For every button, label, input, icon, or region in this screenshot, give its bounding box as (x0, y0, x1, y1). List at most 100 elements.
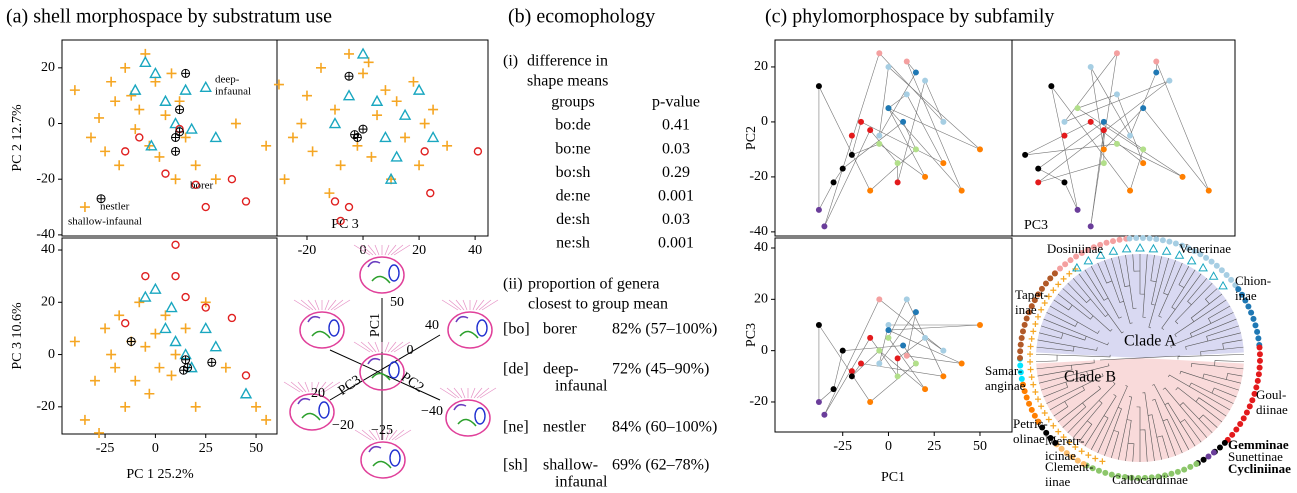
diagram-label: −25 (371, 423, 393, 438)
table-text: infaunal (555, 378, 608, 395)
tree-branch (1139, 254, 1145, 295)
tip-marker (1032, 388, 1039, 395)
x-tick-label: 25 (199, 441, 213, 456)
y-tick-label: -40 (749, 224, 768, 239)
point (976, 146, 983, 153)
tip-marker (1045, 293, 1052, 300)
point (821, 411, 828, 418)
point (330, 197, 340, 206)
point (1153, 58, 1160, 65)
point (100, 323, 111, 334)
point (848, 151, 855, 158)
shell-outline (441, 299, 499, 349)
tip-marker (1041, 300, 1048, 306)
plot-frame (61, 237, 278, 435)
point (815, 321, 822, 328)
shell-fan (390, 341, 404, 353)
point (106, 349, 117, 360)
tree-branch (888, 329, 962, 364)
tip-dot (1208, 258, 1215, 265)
point (940, 347, 947, 354)
tip-marker (1066, 270, 1073, 277)
tip-dot (1108, 471, 1115, 478)
point (885, 63, 892, 70)
y-axis-label: PC 3 10.6% (10, 302, 25, 370)
tip-dot (1021, 388, 1028, 395)
tree-branch (1103, 121, 1144, 150)
y-axis-label: PC 2 12.7% (10, 104, 25, 172)
tree-branch (833, 350, 844, 390)
tip-marker (1066, 439, 1073, 446)
point (144, 388, 155, 399)
tip-marker (1035, 313, 1042, 320)
point (876, 132, 883, 139)
shell-outline (293, 299, 351, 349)
point (426, 188, 435, 198)
tree-branch (1038, 121, 1104, 169)
shell-fan (360, 244, 374, 256)
tree-branch (1037, 339, 1098, 351)
tip-dot (1153, 236, 1160, 243)
point (180, 132, 191, 143)
point (69, 85, 80, 96)
y-axis-label: PC3 (744, 323, 759, 347)
point (154, 362, 165, 373)
tree-branch (1175, 387, 1223, 423)
y-tick-label: 0 (48, 116, 55, 131)
tip-marker (1072, 443, 1079, 450)
tree-branch (1078, 273, 1124, 334)
tree-branch (1187, 278, 1208, 305)
point (190, 160, 201, 171)
annotation: nestler (100, 201, 130, 213)
tip-marker (1050, 287, 1057, 294)
point (426, 131, 440, 143)
shell-fan (481, 299, 499, 311)
tree-branch (1053, 401, 1069, 417)
tip-marker (1072, 262, 1082, 272)
annotation: deep- (215, 74, 240, 86)
tip-dot (1166, 238, 1173, 245)
point (858, 360, 865, 367)
tree-branch (1090, 66, 1105, 150)
panel-title: (a) shell morphospace by substratum use (6, 6, 332, 28)
tree-branch (1046, 373, 1104, 404)
tip-marker (1050, 422, 1057, 429)
x-tick-label: 20 (412, 243, 426, 258)
y-tick-label: 0 (48, 347, 55, 362)
point (885, 334, 892, 341)
subfamily-label: icinae (1045, 448, 1076, 463)
tip-marker (1186, 255, 1197, 265)
tree-branch (1067, 282, 1091, 304)
point (171, 240, 180, 249)
table-text: ne:sh (556, 235, 590, 252)
table-text: 82% (57–100%) (612, 321, 717, 338)
point (940, 160, 947, 167)
tip-dot (1255, 335, 1262, 342)
subfamily-label: inae (1235, 288, 1257, 303)
subfamily-label: Petric- (1013, 416, 1048, 431)
tree-branch (1072, 278, 1109, 318)
shell-body (447, 311, 493, 349)
table-text: borer (543, 321, 577, 338)
point (867, 187, 874, 194)
tip-dot (1017, 341, 1024, 348)
point (201, 202, 210, 212)
tip-dot (1026, 400, 1033, 407)
tree-branch (1104, 260, 1124, 303)
tree-branch (1036, 355, 1058, 362)
tree-branch (1084, 394, 1117, 447)
shell-fan (473, 387, 483, 399)
point (181, 68, 191, 78)
tip-dot (1084, 246, 1091, 253)
point (241, 371, 251, 380)
shell-fan (439, 387, 457, 399)
x-tick-label: -25 (96, 441, 115, 456)
tip-dot (1197, 251, 1204, 258)
point (356, 47, 370, 59)
point (154, 151, 165, 162)
shell-outline (439, 387, 497, 437)
shell-outline (354, 429, 412, 479)
point (858, 118, 865, 125)
table-text: 72% (45–90%) (612, 361, 709, 378)
